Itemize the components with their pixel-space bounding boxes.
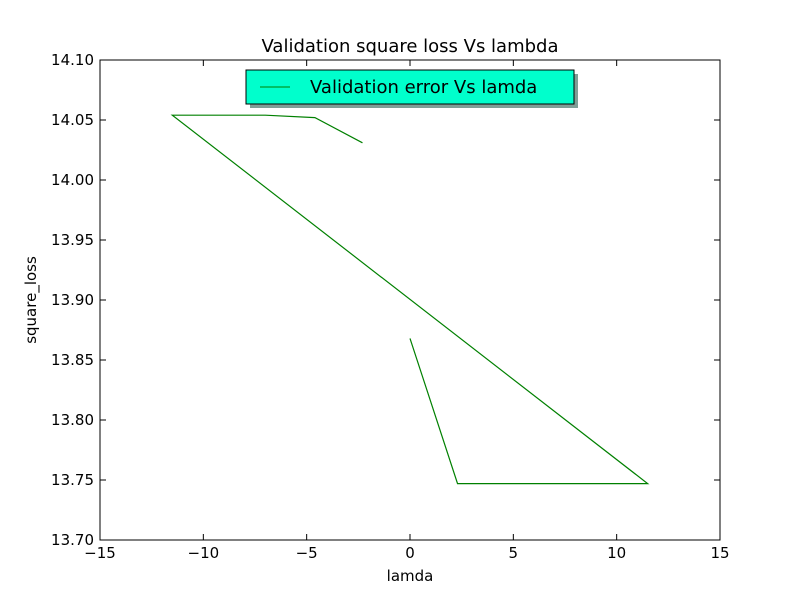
legend: Validation error Vs lamda: [245, 69, 578, 108]
y-tick-label: 13.95: [51, 231, 94, 249]
y-tick-label: 13.80: [51, 411, 94, 429]
plot-frame: [99, 59, 721, 541]
x-tick-label: 0: [405, 544, 415, 562]
x-tick-label: 15: [710, 544, 729, 562]
y-tick-label: 14.05: [51, 111, 94, 129]
x-tick-label: −5: [296, 544, 318, 562]
x-tick-label: 5: [509, 544, 519, 562]
x-tick-label: −10: [188, 544, 220, 562]
y-axis-label: square_loss: [22, 256, 41, 344]
axis-ticks: −15 −10 −5 0 5 10 15 13.70 13.75 13.80 13.85 13.90 1…: [51, 51, 730, 562]
legend-label: Validation error Vs lamda: [310, 77, 537, 98]
x-tick-label: 10: [607, 544, 626, 562]
y-tick-label: 13.90: [51, 291, 94, 309]
y-tick-label: 14.00: [51, 171, 94, 189]
x-tick-label: −15: [84, 544, 116, 562]
x-axis-label: lamda: [387, 567, 434, 585]
legend-box: [245, 69, 575, 105]
y-tick-label: 13.75: [51, 471, 94, 489]
y-tick-label: 13.70: [51, 531, 94, 549]
chart-title: Validation square loss Vs lambda: [262, 36, 559, 57]
y-tick-label: 14.10: [51, 51, 94, 69]
y-tick-label: 13.85: [51, 351, 94, 369]
series-layer: [170, 114, 650, 485]
series-line: [170, 114, 650, 485]
